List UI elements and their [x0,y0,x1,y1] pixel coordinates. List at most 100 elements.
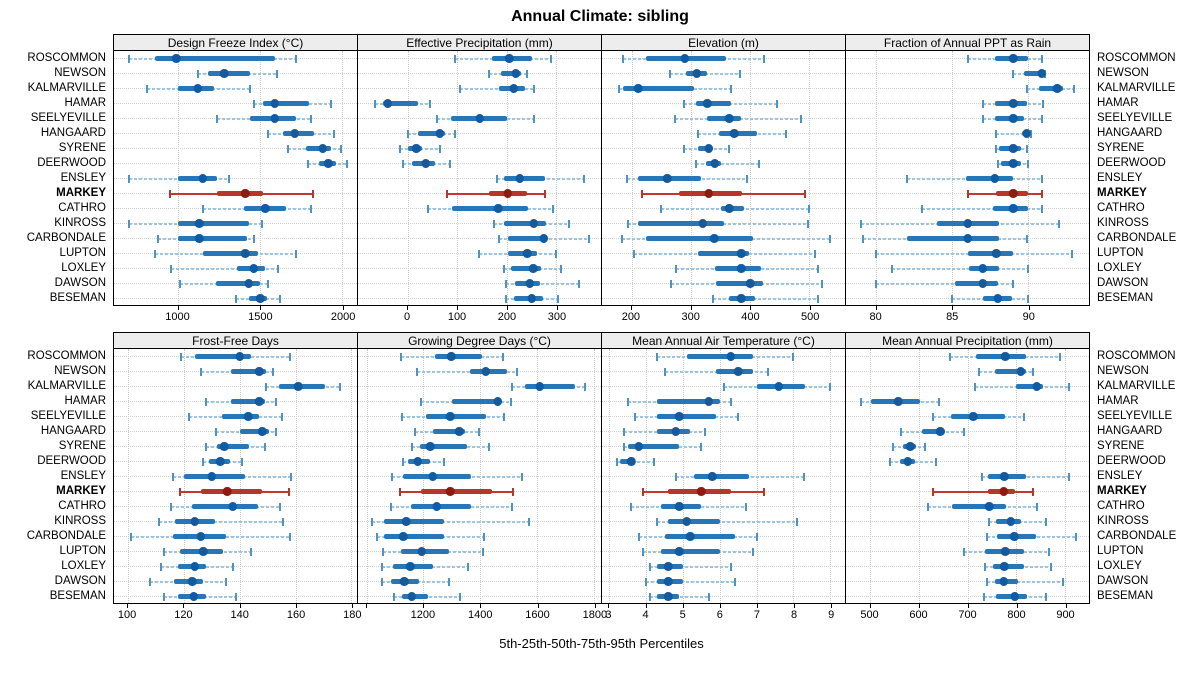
whisker-cap [660,204,663,213]
percentile-row-lupton [114,544,357,559]
whisker-cap [1062,577,1065,586]
whisker-cap [241,457,244,466]
site-labels-left: ROSCOMMON NEWSON KALMARVILLE HAMAR SEELYEVIL… [0,34,113,331]
percentile-row-seelyeville [846,409,1089,424]
axis-tick [407,306,408,310]
median-dot [708,472,717,481]
whisker-cap [829,382,832,391]
whisker-cap [663,367,666,376]
percentiles-axis-note: 5th-25th-50th-75th-95th Percentiles [499,636,704,651]
whisker-cap [149,577,152,586]
whisker-cap [288,352,291,361]
site-label-loxley: LOXLEY [61,560,106,572]
site-label-syrene: SYRENE [1097,440,1145,452]
whisker-cap [963,427,966,436]
median-dot [539,234,549,243]
whisker-cap [620,234,623,243]
median-dot [1052,84,1062,93]
percentile-row-cathro [846,499,1089,514]
whisker-cap [448,159,451,168]
iqr-bar [952,504,1007,509]
axis-tick-label: 100 [447,311,467,323]
percentile-row-loxley [846,261,1089,276]
panel-strip: Growing Degree Days (°C) [357,332,602,349]
whisker-cap [1045,517,1048,526]
percentile-row-beseman [114,589,357,603]
iqr-bar [906,236,1000,241]
site-labels-right: ROSCOMMON NEWSON KALMARVILLE HAMAR SEELYEVIL… [1090,34,1200,331]
median-dot [241,249,250,258]
whisker-cap [170,502,173,511]
iqr-bar [657,399,720,404]
gridline-horizontal [114,178,357,179]
whisker-cap [796,517,799,526]
axis-tick-label: 6 [716,609,723,621]
whisker-cap [704,427,707,436]
percentile-row-seelyeville [602,111,845,126]
panel-plot [601,349,846,604]
percentile-row-beseman [602,291,845,305]
whisker-cap [623,442,626,451]
percentile-row-dawson [358,276,601,291]
whisker-cap [249,84,252,93]
whisker-cap [641,547,644,556]
whisker-cap [398,487,401,496]
whisker-cap [1040,189,1043,198]
percentile-row-carbondale [114,529,357,544]
median-dot [682,517,691,526]
whisker-cap [295,249,298,258]
axis-tick [556,306,558,310]
percentile-row-cathro [358,499,601,514]
whisker-cap [477,427,480,436]
iqr-bar [452,206,529,211]
percentile-row-hangaard [114,126,357,141]
median-dot [664,562,673,571]
axis-tick-label: 200 [621,311,641,323]
gridline-horizontal [358,581,601,582]
whisker-cap [1040,174,1043,183]
site-label-hangaard: HANGAARD [40,425,106,437]
axis-tick-label: 1800 [582,609,608,621]
whisker-cap [932,412,935,421]
iqr-bar [155,56,275,61]
gridline-horizontal [358,148,601,149]
gridline-horizontal [358,431,601,432]
whisker-cap [287,487,290,496]
site-label-dawson: DAWSON [1097,277,1149,289]
iqr-bar [511,266,542,271]
panel-strip: Frost-Free Days [113,332,358,349]
iqr-bar [623,86,695,91]
median-dot [494,204,503,213]
axis-tick [343,306,345,310]
median-dot [260,204,270,213]
median-dot [1008,189,1018,198]
median-dot [675,547,684,556]
panel-elevation: Elevation (m) 200 300 400 500 [601,34,846,331]
median-dot [222,487,232,496]
site-label-loxley: LOXLEY [61,262,106,274]
median-dot [527,294,536,303]
axis-tick-label: 200 [497,311,517,323]
gridline-horizontal [358,268,601,269]
whisker-cap [419,397,422,406]
whisker-cap [275,397,277,406]
iqr-bar [383,519,445,524]
site-label-kalmarville: KALMARVILLE [1097,82,1176,94]
percentile-row-cathro [358,201,601,216]
axis-tick-label: 1200 [410,609,436,621]
whisker-line [459,87,535,90]
whisker-cap [567,219,570,228]
axis-tick [831,604,833,608]
whisker-cap [157,234,160,243]
percentile-row-seelyeville [114,111,357,126]
whisker-cap [641,487,644,496]
median-dot [905,442,915,451]
whisker-cap [814,249,817,258]
iqr-bar [419,444,467,449]
whisker-cap [637,532,640,541]
median-dot [318,144,327,153]
iqr-bar [411,504,471,509]
whisker-line [996,132,1032,135]
whisker-cap [630,502,633,511]
site-label-dawson: DAWSON [54,575,106,587]
